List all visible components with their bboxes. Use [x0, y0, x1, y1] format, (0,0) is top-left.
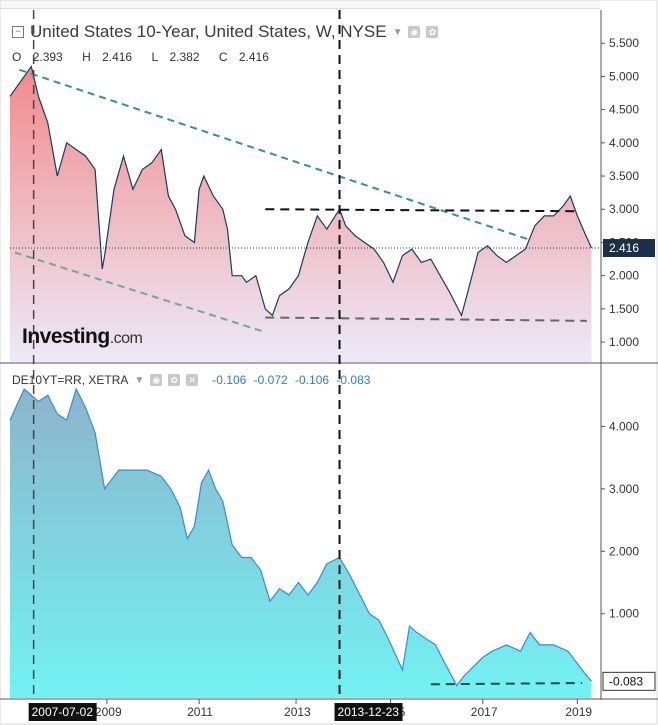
gear-icon[interactable]: ✿: [168, 374, 181, 386]
us-downtrend-upper-line: [19, 68, 529, 241]
top-toolbar-strip: [0, 0, 600, 9]
close-value: 2.416: [238, 50, 269, 64]
main-legend: − United States 10-Year, United States, …: [12, 22, 439, 42]
y-tick-label: 3.000: [609, 482, 639, 496]
sub-value-close: -0.083: [336, 373, 371, 387]
us-last-value-label: 2.416: [609, 241, 639, 255]
close-icon[interactable]: ✕: [186, 374, 199, 386]
us-last-value-box: [603, 239, 655, 258]
sub-chart-title[interactable]: DE10YT=RR, XETRA: [12, 373, 129, 387]
y-tick-label: 1.500: [609, 302, 639, 316]
de-last-value-box: [602, 671, 656, 691]
high-label: H: [82, 50, 91, 64]
y-tick-label: 4.500: [609, 103, 639, 117]
eye-icon[interactable]: ◉: [408, 26, 421, 38]
high-value: 2.416: [102, 50, 133, 64]
y-tick-label: 2.000: [609, 269, 639, 283]
y-tick-label: 5.000: [609, 69, 639, 83]
date-label: 2007-07-02: [32, 705, 94, 719]
sub-value-high: -0.072: [253, 373, 288, 387]
close-label: C: [218, 50, 228, 64]
date-label: 2013-12-23: [338, 705, 400, 719]
date-label-box: [28, 703, 97, 721]
x-tick-label: 2009: [95, 705, 122, 719]
main-chart-title[interactable]: United States 10-Year, United States, W,…: [30, 22, 387, 41]
x-tick-label: 2013: [284, 705, 311, 719]
us-downtrend-lower-line: [14, 251, 266, 334]
sub-value-open: -0.106: [212, 373, 247, 387]
chevron-down-icon[interactable]: ▼: [134, 374, 145, 386]
x-tick-label: 2017: [471, 705, 498, 719]
collapse-icon[interactable]: −: [12, 26, 24, 38]
y-tick-label: 1.000: [609, 607, 639, 621]
y-tick-label: 4.000: [609, 136, 639, 150]
de-area-fill: [10, 389, 592, 698]
us-support-line: [265, 316, 587, 322]
ohlc-readout: O 2.393 H 2.416 L 2.382 C 2.416: [12, 50, 285, 64]
low-value: 2.382: [169, 50, 200, 64]
y-tick-label: 5.500: [609, 36, 639, 50]
sub-value-low: -0.106: [295, 373, 330, 387]
open-value: 2.393: [32, 50, 63, 64]
date-label-box: [334, 703, 403, 721]
de-support-line: [430, 682, 583, 686]
sub-legend: DE10YT=RR, XETRA ▼ ◉ ✿ ✕ -0.106 -0.072 -…: [12, 373, 374, 387]
y-tick-label: 2.000: [609, 544, 639, 558]
y-tick-label: 3.500: [609, 169, 639, 183]
de-series-line: [9, 387, 592, 687]
low-label: L: [151, 50, 159, 64]
us-resistance-line: [265, 208, 580, 213]
investing-logo: Investing.com: [22, 325, 143, 348]
x-tick-label: 2019: [565, 705, 592, 719]
chevron-down-icon[interactable]: ▼: [392, 26, 403, 38]
y-tick-label: 3.000: [609, 202, 639, 216]
x-tick-label: 2011: [187, 705, 213, 719]
eye-icon[interactable]: ◉: [150, 374, 163, 386]
open-label: O: [12, 50, 22, 64]
us-series-line: [9, 65, 593, 318]
y-tick-label: 1.000: [609, 335, 639, 349]
de-last-value-label: -0.083: [609, 674, 643, 688]
us-area-fill: [10, 66, 592, 362]
y-tick-label: 4.000: [609, 419, 639, 433]
gear-icon[interactable]: ✿: [426, 26, 439, 38]
